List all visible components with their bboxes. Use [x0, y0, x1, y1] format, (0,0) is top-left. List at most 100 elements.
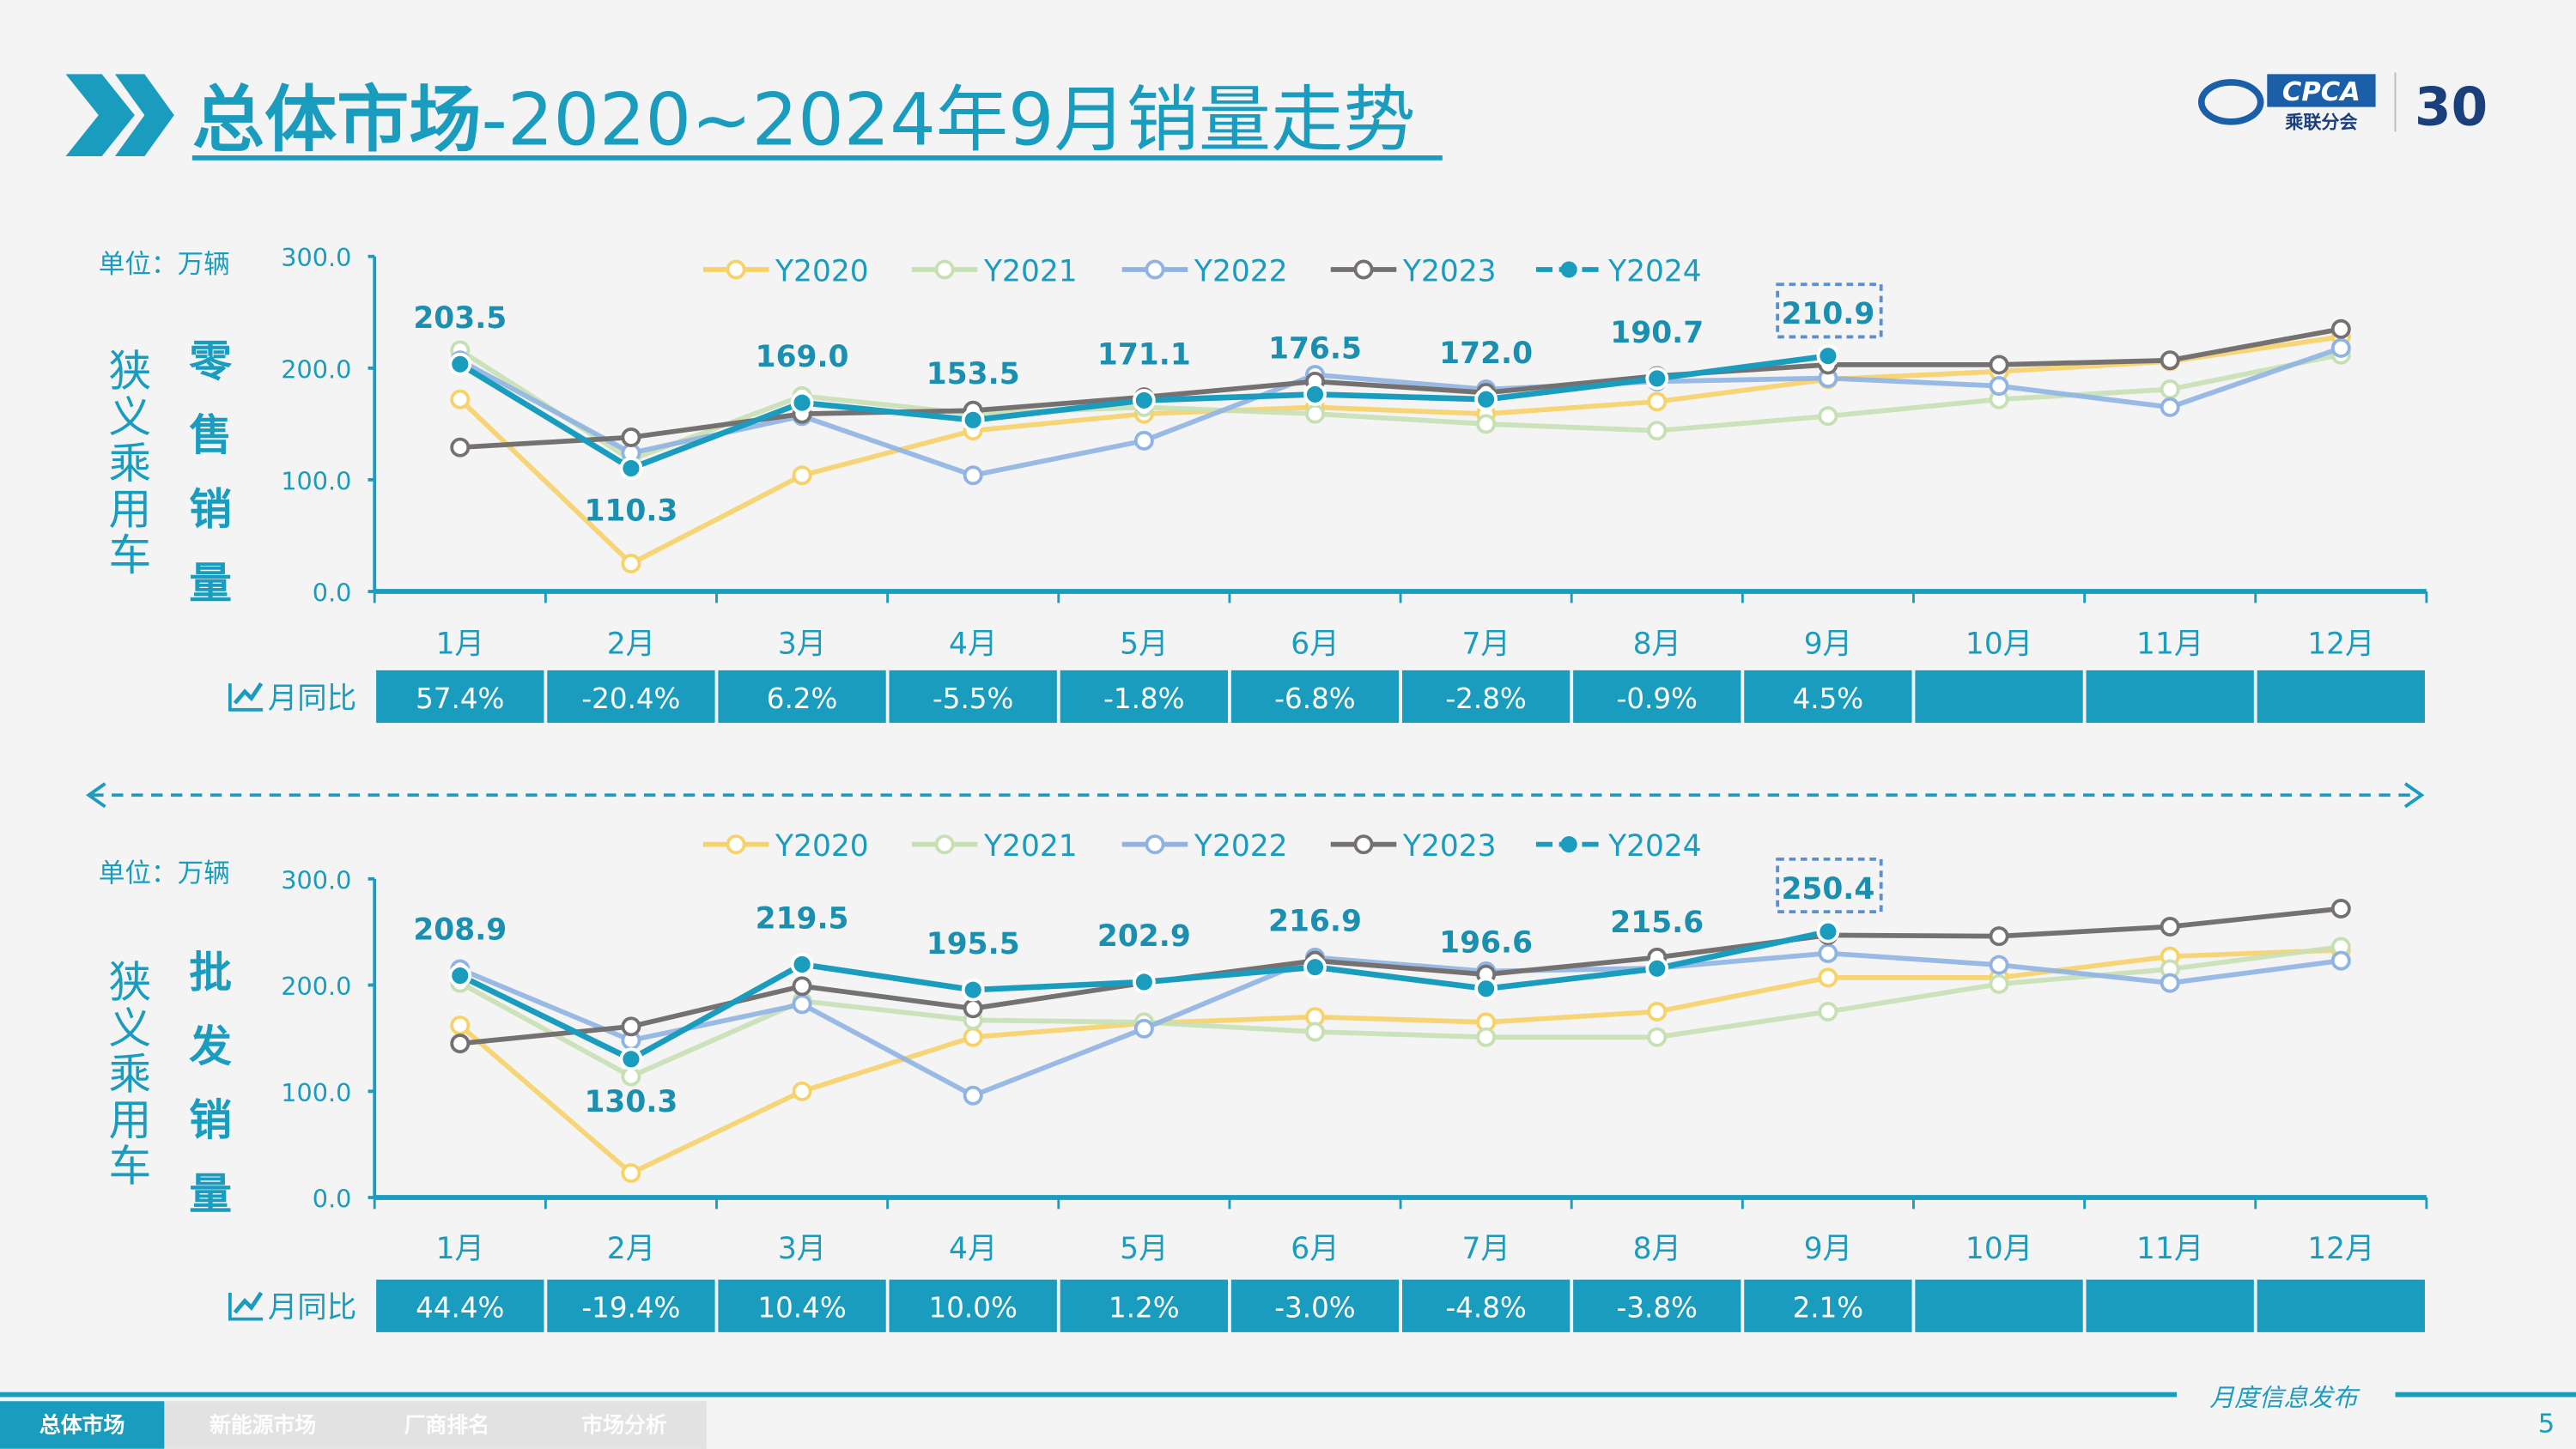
- page-title: 总体市场-2020~2024年9月销量走势: [192, 78, 1416, 162]
- section-divider: [85, 782, 2425, 809]
- yoy-cell: [718, 1279, 886, 1332]
- series-line: [459, 345, 2342, 478]
- trend-icon: [228, 682, 264, 712]
- x-tick-label: 7月: [1461, 627, 1510, 662]
- chart-title: 批发销量: [182, 949, 232, 1246]
- legend-item: Y2024: [1535, 254, 1702, 288]
- series-line: [458, 334, 2342, 567]
- data-point: [963, 1085, 983, 1106]
- yoy-cell: [1573, 670, 1741, 724]
- yoy-value: -4.8%: [1445, 1292, 1526, 1325]
- data-point: [621, 1016, 641, 1037]
- side-label: 狭义乘用车: [101, 349, 151, 579]
- yoy-value: -2.8%: [1445, 682, 1526, 715]
- yoy-cell: [1915, 670, 2083, 724]
- data-label: 202.9: [1097, 919, 1191, 954]
- y-tick-label: 0.0: [313, 579, 352, 608]
- data-point: [1133, 1018, 1154, 1039]
- x-tick-label: 10月: [1965, 1232, 2032, 1266]
- data-point: [2330, 318, 2351, 339]
- yoy-value: -20.4%: [581, 682, 680, 715]
- series-line: [459, 906, 2342, 1046]
- data-point: [619, 457, 643, 480]
- data-point: [2160, 350, 2180, 371]
- legend-marker: [934, 834, 955, 855]
- data-point: [792, 465, 812, 486]
- legend-marker: [1560, 261, 1577, 278]
- legend-marker: [1353, 834, 1374, 855]
- legend-label: Y2024: [1607, 254, 1702, 288]
- legend-marker: [1353, 259, 1374, 280]
- data-label: 190.7: [1610, 316, 1704, 350]
- data-point: [963, 1027, 983, 1047]
- yoy-value: -3.8%: [1617, 1292, 1698, 1325]
- data-point: [1818, 406, 1838, 427]
- data-point: [2160, 379, 2180, 400]
- data-point: [448, 964, 472, 987]
- x-tick-label: 3月: [778, 1232, 826, 1266]
- tab-bg: [0, 1401, 165, 1449]
- footer-tab[interactable]: 厂商排名: [404, 1413, 489, 1438]
- legend-marker: [726, 259, 746, 280]
- y-tick-label: 200.0: [281, 972, 351, 1001]
- footer-tagline: 月度信息发布: [2209, 1383, 2360, 1412]
- yoy-label: 月同比: [268, 1291, 356, 1325]
- yoy-cell: [376, 670, 544, 724]
- data-point: [621, 1163, 641, 1184]
- legend-item: Y2024: [1535, 829, 1702, 864]
- unit-label: 单位：万辆: [99, 859, 230, 889]
- x-tick-label: 2月: [607, 1232, 655, 1266]
- x-tick-label: 8月: [1633, 1232, 1681, 1266]
- series-Y2024: [448, 344, 1840, 480]
- data-point: [1818, 943, 1838, 963]
- y-tick-label: 0.0: [313, 1184, 352, 1213]
- data-point: [963, 998, 983, 1019]
- yoy-cell: [889, 670, 1057, 724]
- highlight-box: [1776, 857, 1883, 914]
- data-point: [1816, 919, 1840, 943]
- legend-label: Y2021: [983, 254, 1078, 288]
- yoy-value: -6.8%: [1274, 682, 1355, 715]
- footer-tab[interactable]: 市场分析: [581, 1413, 667, 1438]
- yoy-value: -3.0%: [1274, 1292, 1355, 1325]
- x-tick-label: 12月: [2307, 1232, 2374, 1266]
- data-point: [1303, 383, 1327, 406]
- chevron-icon: [65, 74, 174, 157]
- series-line: [459, 326, 2342, 451]
- yoy-value: -1.8%: [1103, 682, 1184, 715]
- data-label: 195.5: [927, 927, 1020, 961]
- legend-item: Y2022: [1121, 829, 1288, 864]
- data-point: [621, 554, 641, 573]
- data-point: [1816, 344, 1840, 368]
- data-point: [2330, 950, 2351, 971]
- data-point: [450, 389, 471, 409]
- yoy-cell: [2086, 670, 2254, 724]
- data-label: 130.3: [584, 1085, 677, 1119]
- x-tick-label: 11月: [2136, 1232, 2203, 1266]
- chart-title: 零售销量: [182, 338, 232, 634]
- series-line: [459, 348, 2342, 463]
- legend-label: Y2020: [775, 829, 869, 864]
- footer-tab[interactable]: 总体市场: [39, 1413, 125, 1438]
- unit-label: 单位：万辆: [99, 250, 230, 280]
- data-point: [1989, 355, 2009, 375]
- data-point: [1476, 414, 1497, 434]
- x-tick-label: 6月: [1291, 627, 1339, 662]
- data-label: 110.3: [584, 494, 677, 529]
- data-point: [792, 994, 812, 1015]
- y-tick-label: 300.0: [281, 865, 351, 894]
- data-point: [1132, 970, 1156, 994]
- data-point: [1989, 376, 2009, 397]
- yoy-cell: [2086, 1279, 2254, 1332]
- legend-marker: [1145, 259, 1165, 280]
- legend-item: Y2021: [911, 254, 1078, 288]
- legend-marker: [1560, 836, 1577, 853]
- x-tick-label: 3月: [778, 627, 826, 662]
- footer-tab[interactable]: 新能源市场: [210, 1413, 316, 1438]
- y-tick-label: 300.0: [281, 243, 351, 272]
- data-point: [621, 1066, 641, 1087]
- data-point: [1647, 1027, 1668, 1047]
- series-Y2022: [450, 337, 2351, 486]
